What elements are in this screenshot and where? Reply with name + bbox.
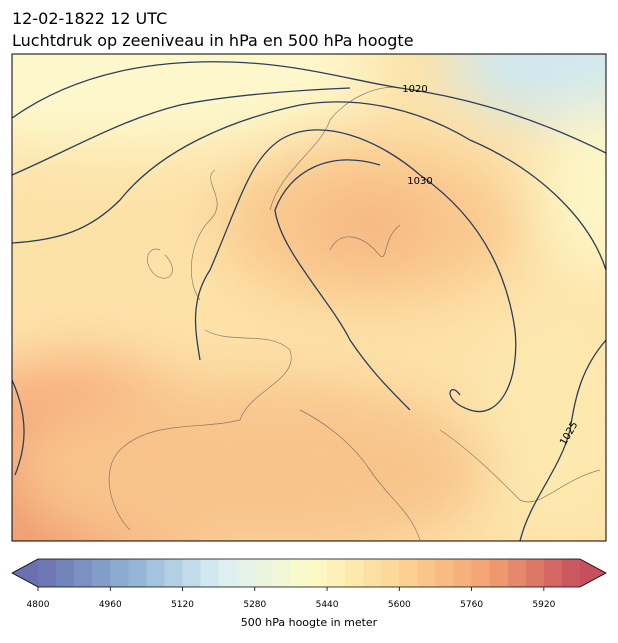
map: 1020 1030 1025: [12, 54, 606, 541]
colorbar-segment: [399, 559, 418, 587]
colorbar-tick-label: 4800: [27, 600, 50, 610]
colorbar-segment: [345, 559, 364, 587]
colorbar-segment: [128, 559, 147, 587]
colorbar-segment: [381, 559, 400, 587]
map-frame: [11, 53, 607, 542]
colorbar-tick-label: 5440: [316, 600, 339, 610]
colorbar-segment: [543, 559, 563, 587]
contour-label: 1030: [407, 176, 432, 187]
colorbar-segment: [525, 559, 545, 587]
colorbar-segment: [92, 559, 111, 587]
colorbar-segment: [309, 559, 328, 587]
colorbar-segment: [164, 559, 184, 587]
colorbar-tick-label: 5280: [243, 600, 266, 610]
colorbar-label: 500 hPa hoogte in meter: [241, 616, 378, 629]
colorbar-tick-label: 5600: [388, 600, 411, 610]
colorbar-segment: [435, 559, 455, 587]
colorbar-segment: [38, 559, 57, 587]
colorbar-segment: [453, 559, 473, 587]
colorbar-extend-high: [580, 559, 606, 587]
colorbar-outline: [11, 558, 607, 588]
colorbar-segment: [146, 559, 165, 587]
colorbar-segment: [489, 559, 509, 587]
colorbar-tick-label: 4960: [99, 600, 122, 610]
colorbar: 4800 4960 5120 5280 5440 5600 5760 5920: [11, 558, 607, 610]
colorbar-segment: [363, 559, 382, 587]
colorbar-segment: [236, 559, 256, 587]
colorbar-segment: [327, 559, 346, 587]
height-field: [12, 54, 606, 541]
colorbar-tick-label: 5120: [171, 600, 194, 610]
isobars: [12, 61, 606, 541]
colorbar-segment: [471, 559, 491, 587]
colorbar-segment: [561, 559, 581, 587]
colorbar-segment: [218, 559, 238, 587]
colorbar-segment: [56, 559, 75, 587]
colorbar-segment: [74, 559, 93, 587]
colorbar-segment: [272, 559, 292, 587]
colorbar-tick-label: 5760: [460, 600, 483, 610]
colorbar-segment: [182, 559, 202, 587]
title: 12-02-1822 12 UTC: [12, 9, 167, 28]
contour-label: 1020: [402, 84, 427, 95]
colorbar-segment: [417, 559, 436, 587]
colorbar-extend-low: [12, 559, 38, 587]
colorbar-segment: [254, 559, 274, 587]
colorbar-segment: [507, 559, 527, 587]
colorbar-segment: [110, 559, 129, 587]
colorbar-tick-label: 5920: [532, 600, 555, 610]
subtitle: Luchtdruk op zeeniveau in hPa en 500 hPa…: [12, 31, 414, 50]
colorbar-segment: [290, 559, 310, 587]
colorbar-segment: [200, 559, 220, 587]
